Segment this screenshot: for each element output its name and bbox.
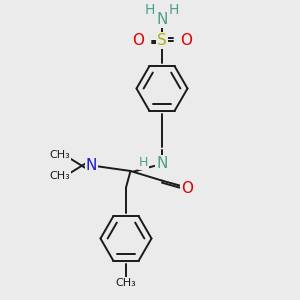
- Text: N: N: [86, 158, 97, 173]
- Text: O: O: [182, 181, 194, 196]
- Text: CH₃: CH₃: [116, 278, 136, 288]
- Text: H: H: [145, 4, 155, 17]
- Text: S: S: [157, 33, 167, 48]
- Text: N: N: [156, 156, 168, 171]
- Text: O: O: [132, 33, 144, 48]
- Text: N: N: [156, 12, 168, 27]
- Text: H: H: [169, 4, 179, 17]
- Text: O: O: [180, 33, 192, 48]
- Text: H: H: [139, 156, 148, 169]
- Text: CH₃: CH₃: [49, 150, 70, 161]
- Text: CH₃: CH₃: [49, 171, 70, 181]
